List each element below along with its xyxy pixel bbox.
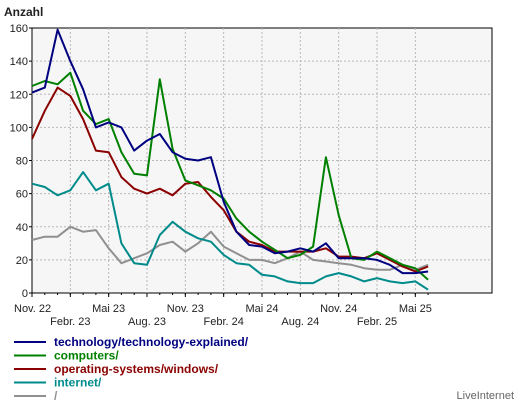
y-tick-label: 20 [16, 255, 28, 267]
x-tick-label: Nov. 24 [320, 303, 357, 315]
x-tick-label: Aug. 23 [128, 316, 166, 328]
legend-label: operating-systems/windows/ [54, 362, 219, 376]
legend-label: computers/ [54, 349, 119, 363]
x-tick-label: Mai 23 [92, 303, 125, 315]
x-tick-label: Mai 24 [245, 303, 278, 315]
series-line [31, 171, 429, 291]
y-tick-label: 140 [10, 56, 28, 68]
legend-label: technology/technology-explained/ [54, 335, 249, 349]
x-tick-label: Febr. 24 [203, 316, 243, 328]
y-tick-label: 120 [10, 89, 28, 101]
y-tick-label: 80 [16, 156, 28, 168]
x-tick-label: Aug. 24 [281, 316, 319, 328]
y-tick-label: 0 [22, 288, 28, 300]
x-tick-label: Febr. 25 [357, 316, 397, 328]
x-tick-label: Febr. 23 [50, 316, 90, 328]
x-axis: Nov. 22 Mai 23 Nov. 23 Mai 24 Nov. 24 Mai 25F… [14, 293, 432, 328]
footer-brand: LiveInternet [457, 390, 514, 402]
series-lines [31, 28, 429, 291]
y-axis: 0 20 40 60 80 100 120 140 160 [10, 23, 32, 300]
x-tick-label: Mai 25 [399, 303, 432, 315]
legend-label: / [54, 389, 58, 403]
legend: technology/technology-explained/computer… [14, 335, 249, 403]
y-tick-label: 60 [16, 189, 28, 201]
y-axis-label: Anzahl [4, 5, 43, 19]
grid [32, 28, 492, 293]
series-line [31, 225, 429, 271]
y-tick-label: 100 [10, 122, 28, 134]
y-tick-label: 40 [16, 222, 28, 234]
x-tick-label: Nov. 22 [14, 303, 51, 315]
legend-label: internet/ [54, 376, 102, 390]
series-line [31, 28, 429, 275]
y-tick-label: 160 [10, 23, 28, 35]
x-tick-label: Nov. 23 [167, 303, 204, 315]
series-line [31, 71, 429, 281]
